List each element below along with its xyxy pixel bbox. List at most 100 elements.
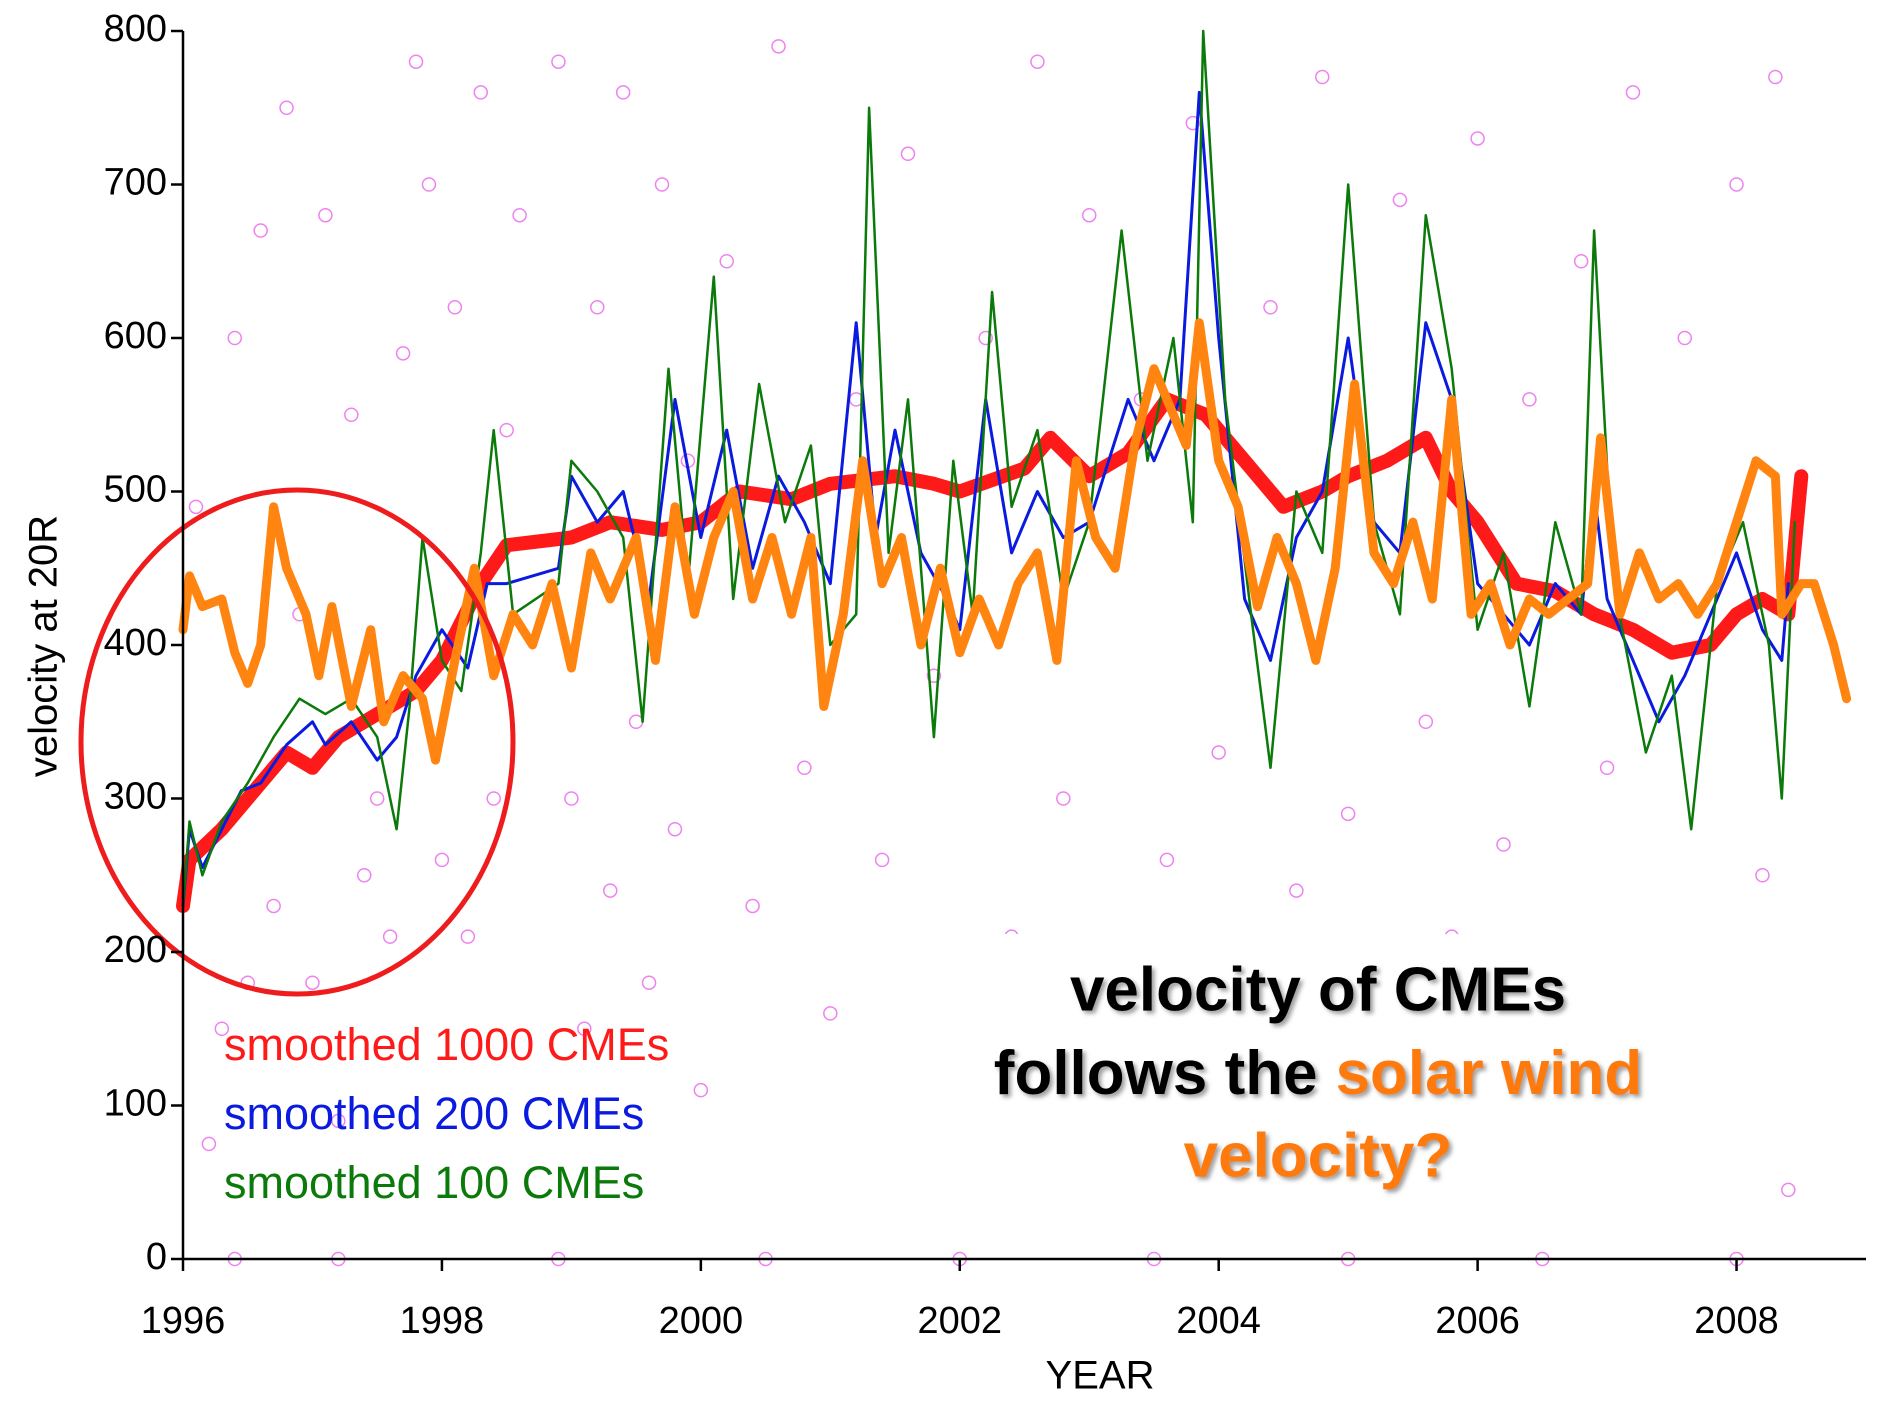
scatter-point bbox=[408, 54, 424, 69]
scatter-point bbox=[214, 1021, 230, 1036]
scatter-point bbox=[382, 929, 398, 944]
scatter-point bbox=[1729, 177, 1744, 192]
series-line bbox=[181, 29, 1797, 908]
scatter-point bbox=[227, 330, 243, 346]
scatter-point bbox=[253, 223, 268, 238]
y-tick-label: 100 bbox=[104, 1083, 167, 1125]
scatter-point bbox=[434, 852, 450, 868]
scatter-point bbox=[615, 85, 631, 100]
series-line bbox=[176, 392, 1809, 913]
x-tick-label: 2000 bbox=[659, 1300, 744, 1342]
scatter-point bbox=[641, 975, 657, 990]
scatter-point bbox=[551, 54, 566, 69]
scatter-point bbox=[1315, 69, 1330, 85]
legend-entry: smoothed 200 CMEs bbox=[224, 1088, 644, 1139]
scatter-point bbox=[1263, 300, 1278, 315]
scatter-point bbox=[1159, 852, 1175, 868]
annotation-line: velocity of CMEs bbox=[1070, 955, 1566, 1024]
scatter-point bbox=[602, 883, 618, 898]
scatter-point bbox=[421, 177, 437, 192]
scatter-point bbox=[1392, 192, 1408, 208]
scatter-point bbox=[1185, 115, 1201, 131]
scatter-point bbox=[1289, 883, 1304, 898]
scatter-point bbox=[356, 868, 372, 883]
series-line bbox=[181, 90, 1790, 908]
legend-entry: smoothed 1000 CMEs bbox=[224, 1019, 669, 1070]
scatter-point bbox=[486, 791, 501, 806]
scatter-point bbox=[1599, 760, 1615, 776]
y-tick-label: 300 bbox=[104, 776, 167, 818]
scatter-point bbox=[1081, 207, 1097, 223]
scatter-point bbox=[667, 821, 683, 837]
scatter-point bbox=[331, 1113, 346, 1129]
scatter-point bbox=[447, 300, 463, 315]
scatter-point bbox=[318, 207, 333, 223]
scatter-point bbox=[1030, 54, 1045, 69]
y-tick-label: 600 bbox=[104, 315, 167, 357]
scatter-point bbox=[900, 146, 916, 162]
scatter-point bbox=[460, 929, 476, 944]
scatter-point bbox=[745, 898, 760, 914]
scatter-point bbox=[628, 714, 644, 729]
scatter-point bbox=[369, 791, 385, 806]
annotation-box bbox=[892, 934, 1743, 1228]
x-axis-label: YEAR bbox=[1046, 1354, 1155, 1398]
scatter-point bbox=[1211, 745, 1226, 760]
scatter-point bbox=[512, 207, 527, 223]
y-tick-label: 800 bbox=[104, 8, 167, 50]
x-tick-label: 2006 bbox=[1435, 1300, 1520, 1342]
scatter-point bbox=[1677, 330, 1693, 346]
scatter-point bbox=[1781, 1182, 1796, 1198]
scatter-point bbox=[771, 39, 786, 54]
x-tick-label: 1996 bbox=[141, 1300, 226, 1342]
annotation-highlight: solar wind bbox=[1336, 1039, 1643, 1108]
scatter-point bbox=[693, 1082, 709, 1098]
scatter-point bbox=[1755, 868, 1770, 883]
scatter-point bbox=[654, 177, 670, 192]
annotation-line: follows the solar wind bbox=[994, 1039, 1642, 1108]
scatter-point bbox=[874, 852, 890, 868]
scatter-point bbox=[188, 499, 204, 515]
annotation: velocity of CMEs follows the solar wind v… bbox=[994, 955, 1642, 1190]
scatter-point bbox=[1496, 837, 1511, 852]
scatter-point bbox=[1573, 254, 1589, 269]
scatter-point bbox=[978, 330, 993, 346]
y-tick-label: 200 bbox=[104, 929, 167, 971]
y-tick-label: 700 bbox=[104, 162, 167, 204]
scatter-point bbox=[305, 975, 320, 990]
scatter-point bbox=[266, 898, 281, 914]
scatter-point bbox=[1418, 714, 1434, 729]
scatter-point bbox=[797, 760, 812, 776]
scatter-point bbox=[1625, 85, 1641, 100]
scatter-point bbox=[279, 100, 294, 115]
scatter-point bbox=[564, 791, 579, 806]
scatter-point bbox=[473, 85, 489, 100]
highlight-ellipse bbox=[78, 487, 516, 997]
scatter-point bbox=[1340, 806, 1356, 822]
scatter-point bbox=[719, 254, 734, 269]
x-tick-label: 2004 bbox=[1176, 1300, 1261, 1342]
scatter-point bbox=[201, 1136, 217, 1152]
y-axis-label: velocity at 20R bbox=[22, 515, 66, 777]
y-tick-label: 0 bbox=[146, 1236, 167, 1278]
scatter-point bbox=[395, 346, 411, 361]
y-tick-label: 400 bbox=[104, 622, 167, 664]
x-tick-label: 2002 bbox=[917, 1300, 1002, 1342]
scatter-point bbox=[499, 422, 514, 438]
legend-entry: smoothed 100 CMEs bbox=[224, 1157, 644, 1208]
x-tick-label: 1998 bbox=[400, 1300, 485, 1342]
scatter-point bbox=[1522, 392, 1537, 407]
y-tick-label: 500 bbox=[104, 469, 167, 511]
plot-area bbox=[176, 29, 1852, 1267]
scatter-point bbox=[577, 1021, 592, 1036]
annotation-text: follows the bbox=[994, 1039, 1318, 1108]
x-tick-label: 2008 bbox=[1694, 1300, 1779, 1342]
scatter-point bbox=[1768, 69, 1783, 85]
scatter-point bbox=[1470, 131, 1485, 146]
scatter-point bbox=[590, 300, 605, 315]
scatter-point bbox=[823, 1006, 838, 1021]
series-line bbox=[178, 318, 1852, 765]
annotation-highlight: velocity? bbox=[1184, 1121, 1453, 1190]
